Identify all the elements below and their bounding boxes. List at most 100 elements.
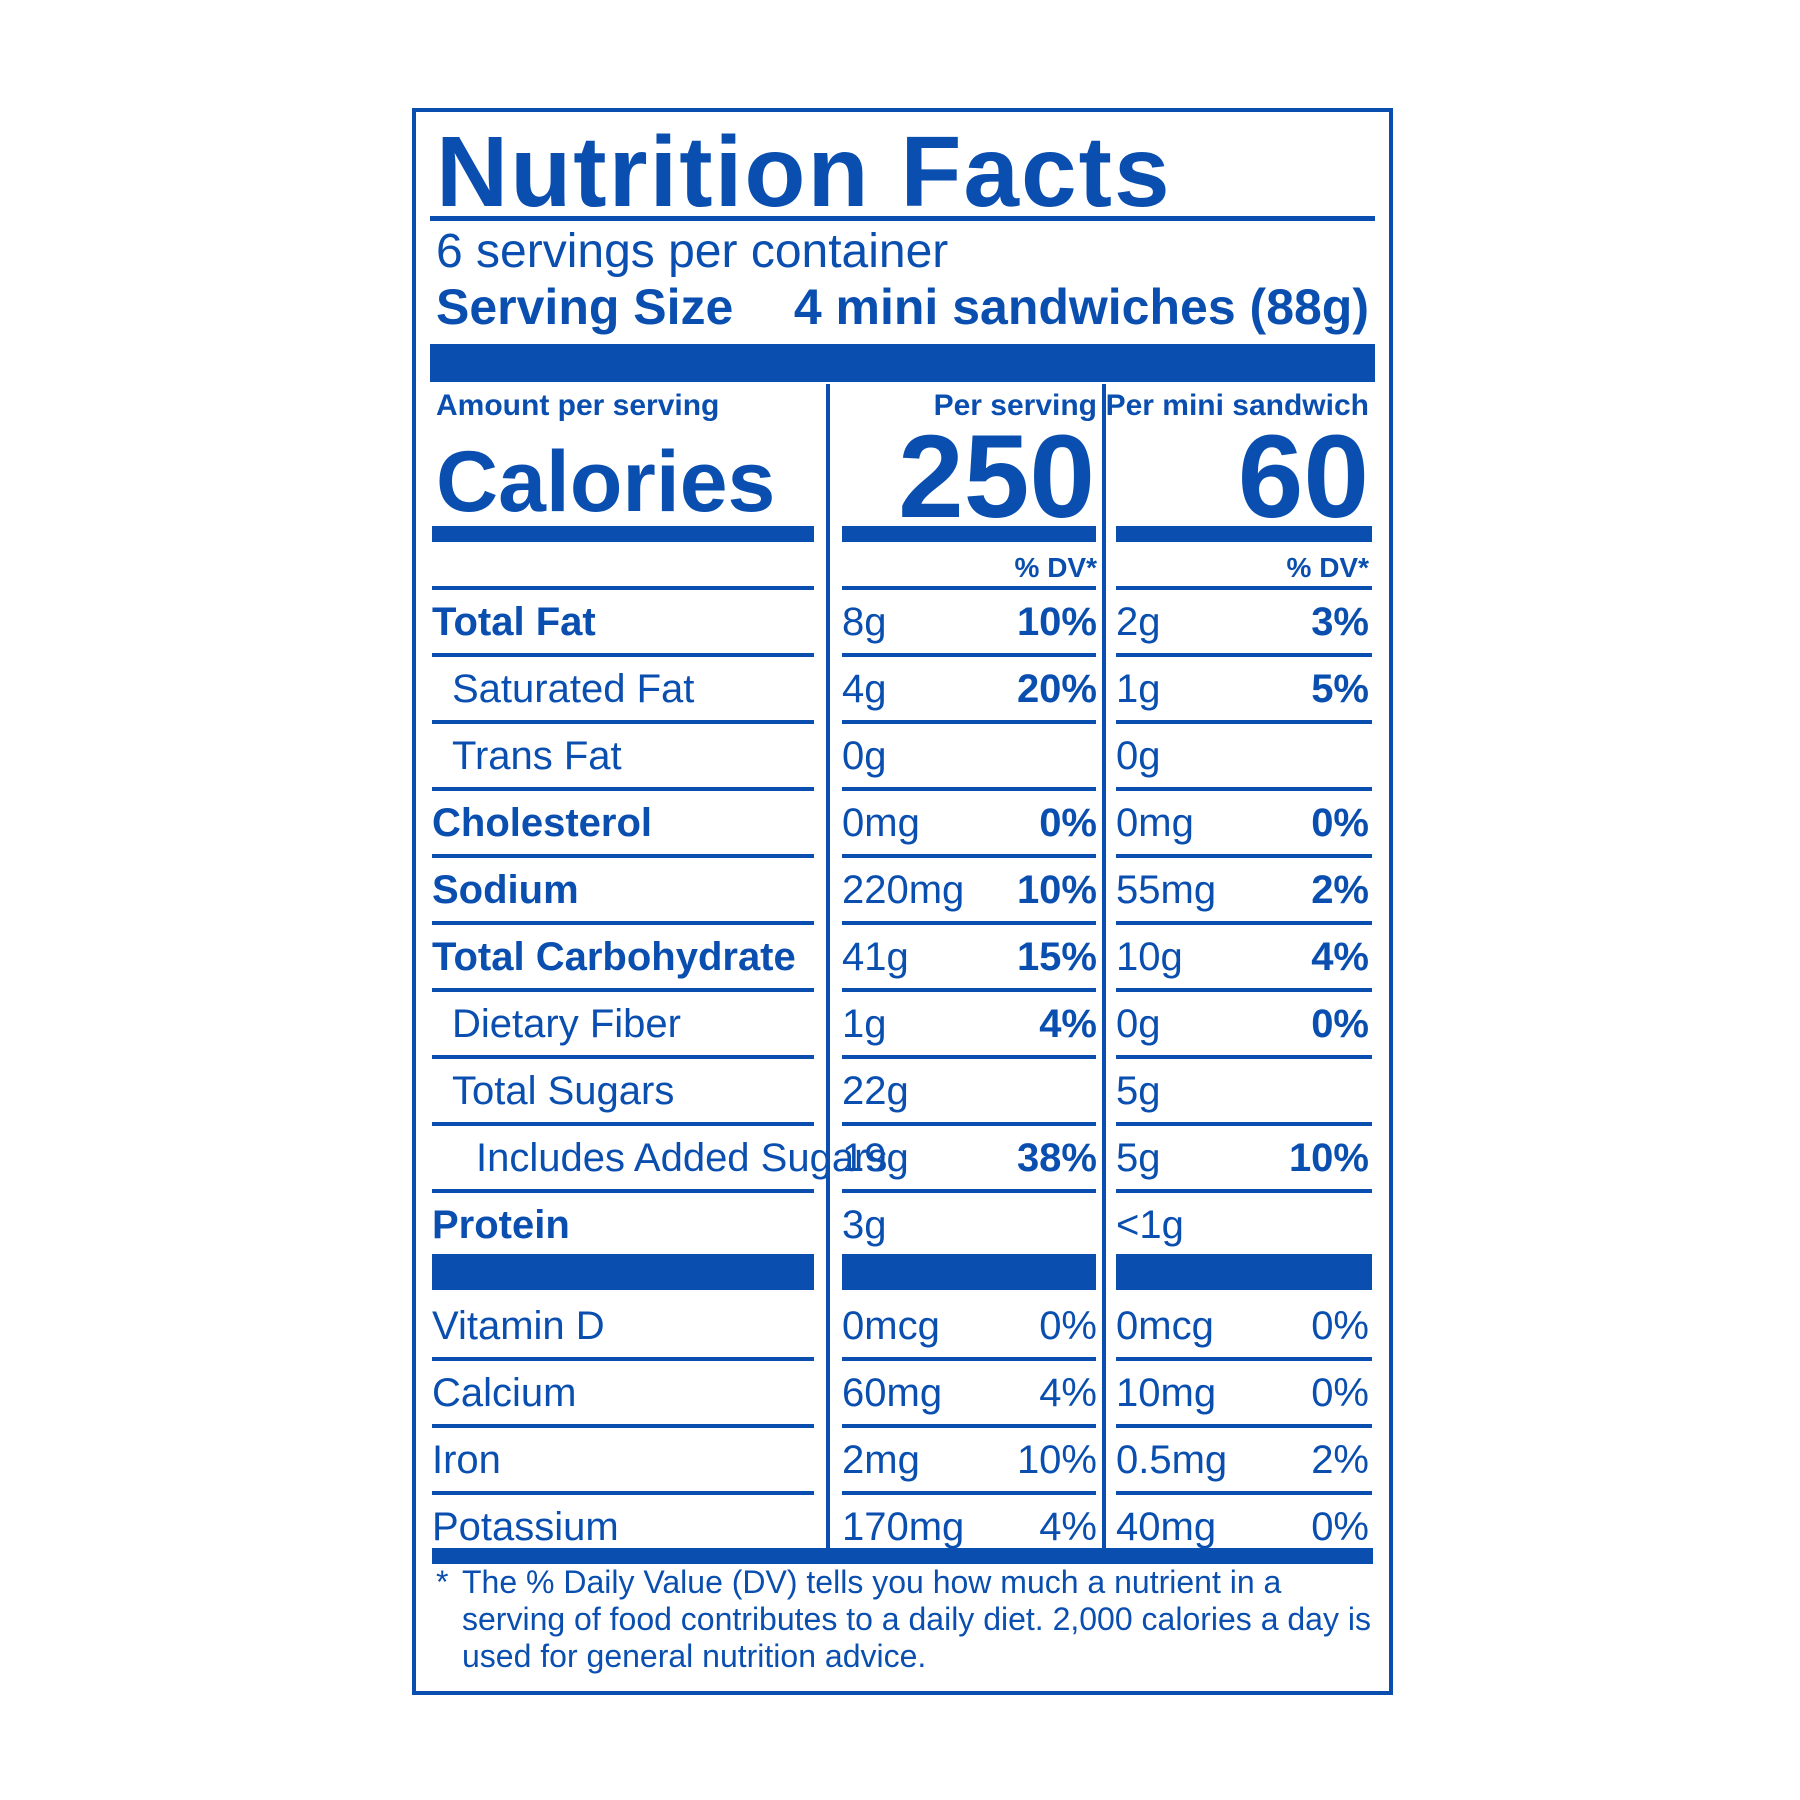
row-rule (1116, 787, 1372, 791)
dv-per-mini: 2% (1311, 1438, 1369, 1482)
row-rule (432, 653, 814, 657)
amount-per-serving: 8g (842, 600, 887, 644)
thick-divider-top (430, 344, 1375, 382)
dv-header-per-mini: % DV* (1286, 552, 1369, 583)
row-rule (842, 854, 1096, 858)
nutrient-name: Calcium (432, 1371, 577, 1415)
nutrient-row: Total Fat 8g 10% 2g 3% (416, 586, 1389, 653)
row-rule (842, 1357, 1096, 1361)
nutrient-name: Dietary Fiber (452, 1002, 681, 1046)
nutrient-row: Protein 3g <1g (416, 1189, 1389, 1256)
nutrient-name: Total Fat (432, 600, 596, 644)
row-rule (842, 1189, 1096, 1193)
row-rule (842, 1491, 1096, 1495)
amount-per-mini: 55mg (1116, 868, 1217, 912)
nutrient-name: Total Carbohydrate (432, 935, 796, 979)
amount-per-serving: 2mg (842, 1438, 920, 1482)
dv-per-serving: 20% (1016, 667, 1097, 711)
nutrient-row: Cholesterol 0mg 0% 0mg 0% (416, 787, 1389, 854)
nutrient-name: Potassium (432, 1505, 619, 1549)
dv-per-mini: 0% (1311, 801, 1369, 845)
amount-per-serving: 41g (842, 935, 909, 979)
row-rule (1116, 1122, 1372, 1126)
amount-per-serving: 0mcg (842, 1304, 940, 1348)
row-rule (1116, 854, 1372, 858)
row-rule (1116, 653, 1372, 657)
row-rule (432, 988, 814, 992)
nutrient-name: Iron (432, 1438, 501, 1482)
amount-per-serving: 0g (842, 734, 887, 778)
column-divider-2 (1102, 384, 1106, 1556)
dv-per-serving: 10% (1016, 1438, 1097, 1482)
row-rule (432, 586, 814, 590)
calories-bar-1 (432, 526, 814, 542)
row-rule (842, 586, 1096, 590)
nutrition-facts-label: Nutrition Facts 6 servings per container… (412, 108, 1393, 1695)
nutrient-name: Sodium (432, 868, 579, 912)
amount-per-mini: 5g (1116, 1069, 1161, 1113)
row-rule (842, 653, 1096, 657)
amount-per-serving: 170mg (842, 1505, 965, 1549)
nutrient-name: Vitamin D (432, 1304, 605, 1348)
amount-per-mini: 2g (1116, 600, 1161, 644)
vitamin-divider-2 (842, 1254, 1096, 1290)
amount-per-serving: Amount per serving (436, 389, 720, 422)
dv-per-mini: 3% (1311, 600, 1369, 644)
row-rule (1116, 921, 1372, 925)
amount-per-mini: 40mg (1116, 1505, 1217, 1549)
amount-per-mini: 10mg (1116, 1371, 1217, 1415)
amount-per-serving: 22g (842, 1069, 909, 1113)
nutrient-name: Total Sugars (452, 1069, 675, 1113)
dv-per-serving: 4% (1039, 1371, 1097, 1415)
row-rule (432, 854, 814, 858)
row-rule (1116, 988, 1372, 992)
dv-per-mini: 0% (1311, 1505, 1369, 1549)
row-rule (1116, 1424, 1372, 1428)
row-rule (432, 1491, 814, 1495)
vitamin-divider-3 (1116, 1254, 1372, 1290)
nutrient-name: Trans Fat (452, 734, 622, 778)
dv-per-serving: 4% (1039, 1002, 1097, 1046)
row-rule (842, 787, 1096, 791)
calories-bar-2 (842, 526, 1096, 542)
row-rule (1116, 586, 1372, 590)
vitamin-row: Calcium 60mg 4% 10mg 0% (416, 1357, 1389, 1424)
dv-per-mini: 0% (1311, 1371, 1369, 1415)
nutrient-name: Protein (432, 1203, 570, 1247)
amount-per-serving: 1g (842, 1002, 887, 1046)
row-rule (432, 1424, 814, 1428)
nutrient-row: Saturated Fat 4g 20% 1g 5% (416, 653, 1389, 720)
row-rule (1116, 1055, 1372, 1059)
amount-per-mini: 0mg (1116, 801, 1194, 845)
dv-per-serving: 0% (1039, 801, 1097, 845)
amount-per-mini: 0g (1116, 734, 1161, 778)
dv-per-mini: 5% (1311, 667, 1369, 711)
serving-size-value: 4 mini sandwiches (88g) (793, 279, 1369, 335)
dv-per-serving: 10% (1016, 600, 1097, 644)
amount-per-serving: 60mg (842, 1371, 943, 1415)
row-rule (432, 1357, 814, 1361)
amount-per-mini: 1g (1116, 667, 1161, 711)
label-title: Nutrition Facts (436, 116, 1172, 228)
row-rule (432, 1122, 814, 1126)
nutrient-row: Total Carbohydrate 41g 15% 10g 4% (416, 921, 1389, 988)
calories-label: Calories (436, 434, 776, 530)
dv-per-serving: 4% (1039, 1505, 1097, 1549)
vitamin-row: Iron 2mg 10% 0.5mg 2% (416, 1424, 1389, 1491)
vitamin-divider-1 (432, 1254, 814, 1290)
amount-per-serving: 19g (842, 1136, 909, 1180)
dv-per-mini: 0% (1311, 1002, 1369, 1046)
footnote-rule (432, 1548, 1373, 1564)
dv-per-serving: 38% (1016, 1136, 1097, 1180)
row-rule (842, 1055, 1096, 1059)
row-rule (842, 720, 1096, 724)
calories-bar-3 (1116, 526, 1372, 542)
amount-per-mini: 0mcg (1116, 1304, 1214, 1348)
row-rule (842, 1122, 1096, 1126)
row-rule (432, 921, 814, 925)
row-rule (1116, 1189, 1372, 1193)
row-rule (432, 787, 814, 791)
nutrient-name: Includes Added Sugars (476, 1136, 888, 1180)
footnote-text: The % Daily Value (DV) tells you how muc… (462, 1564, 1371, 1674)
dv-per-mini: 4% (1311, 935, 1369, 979)
